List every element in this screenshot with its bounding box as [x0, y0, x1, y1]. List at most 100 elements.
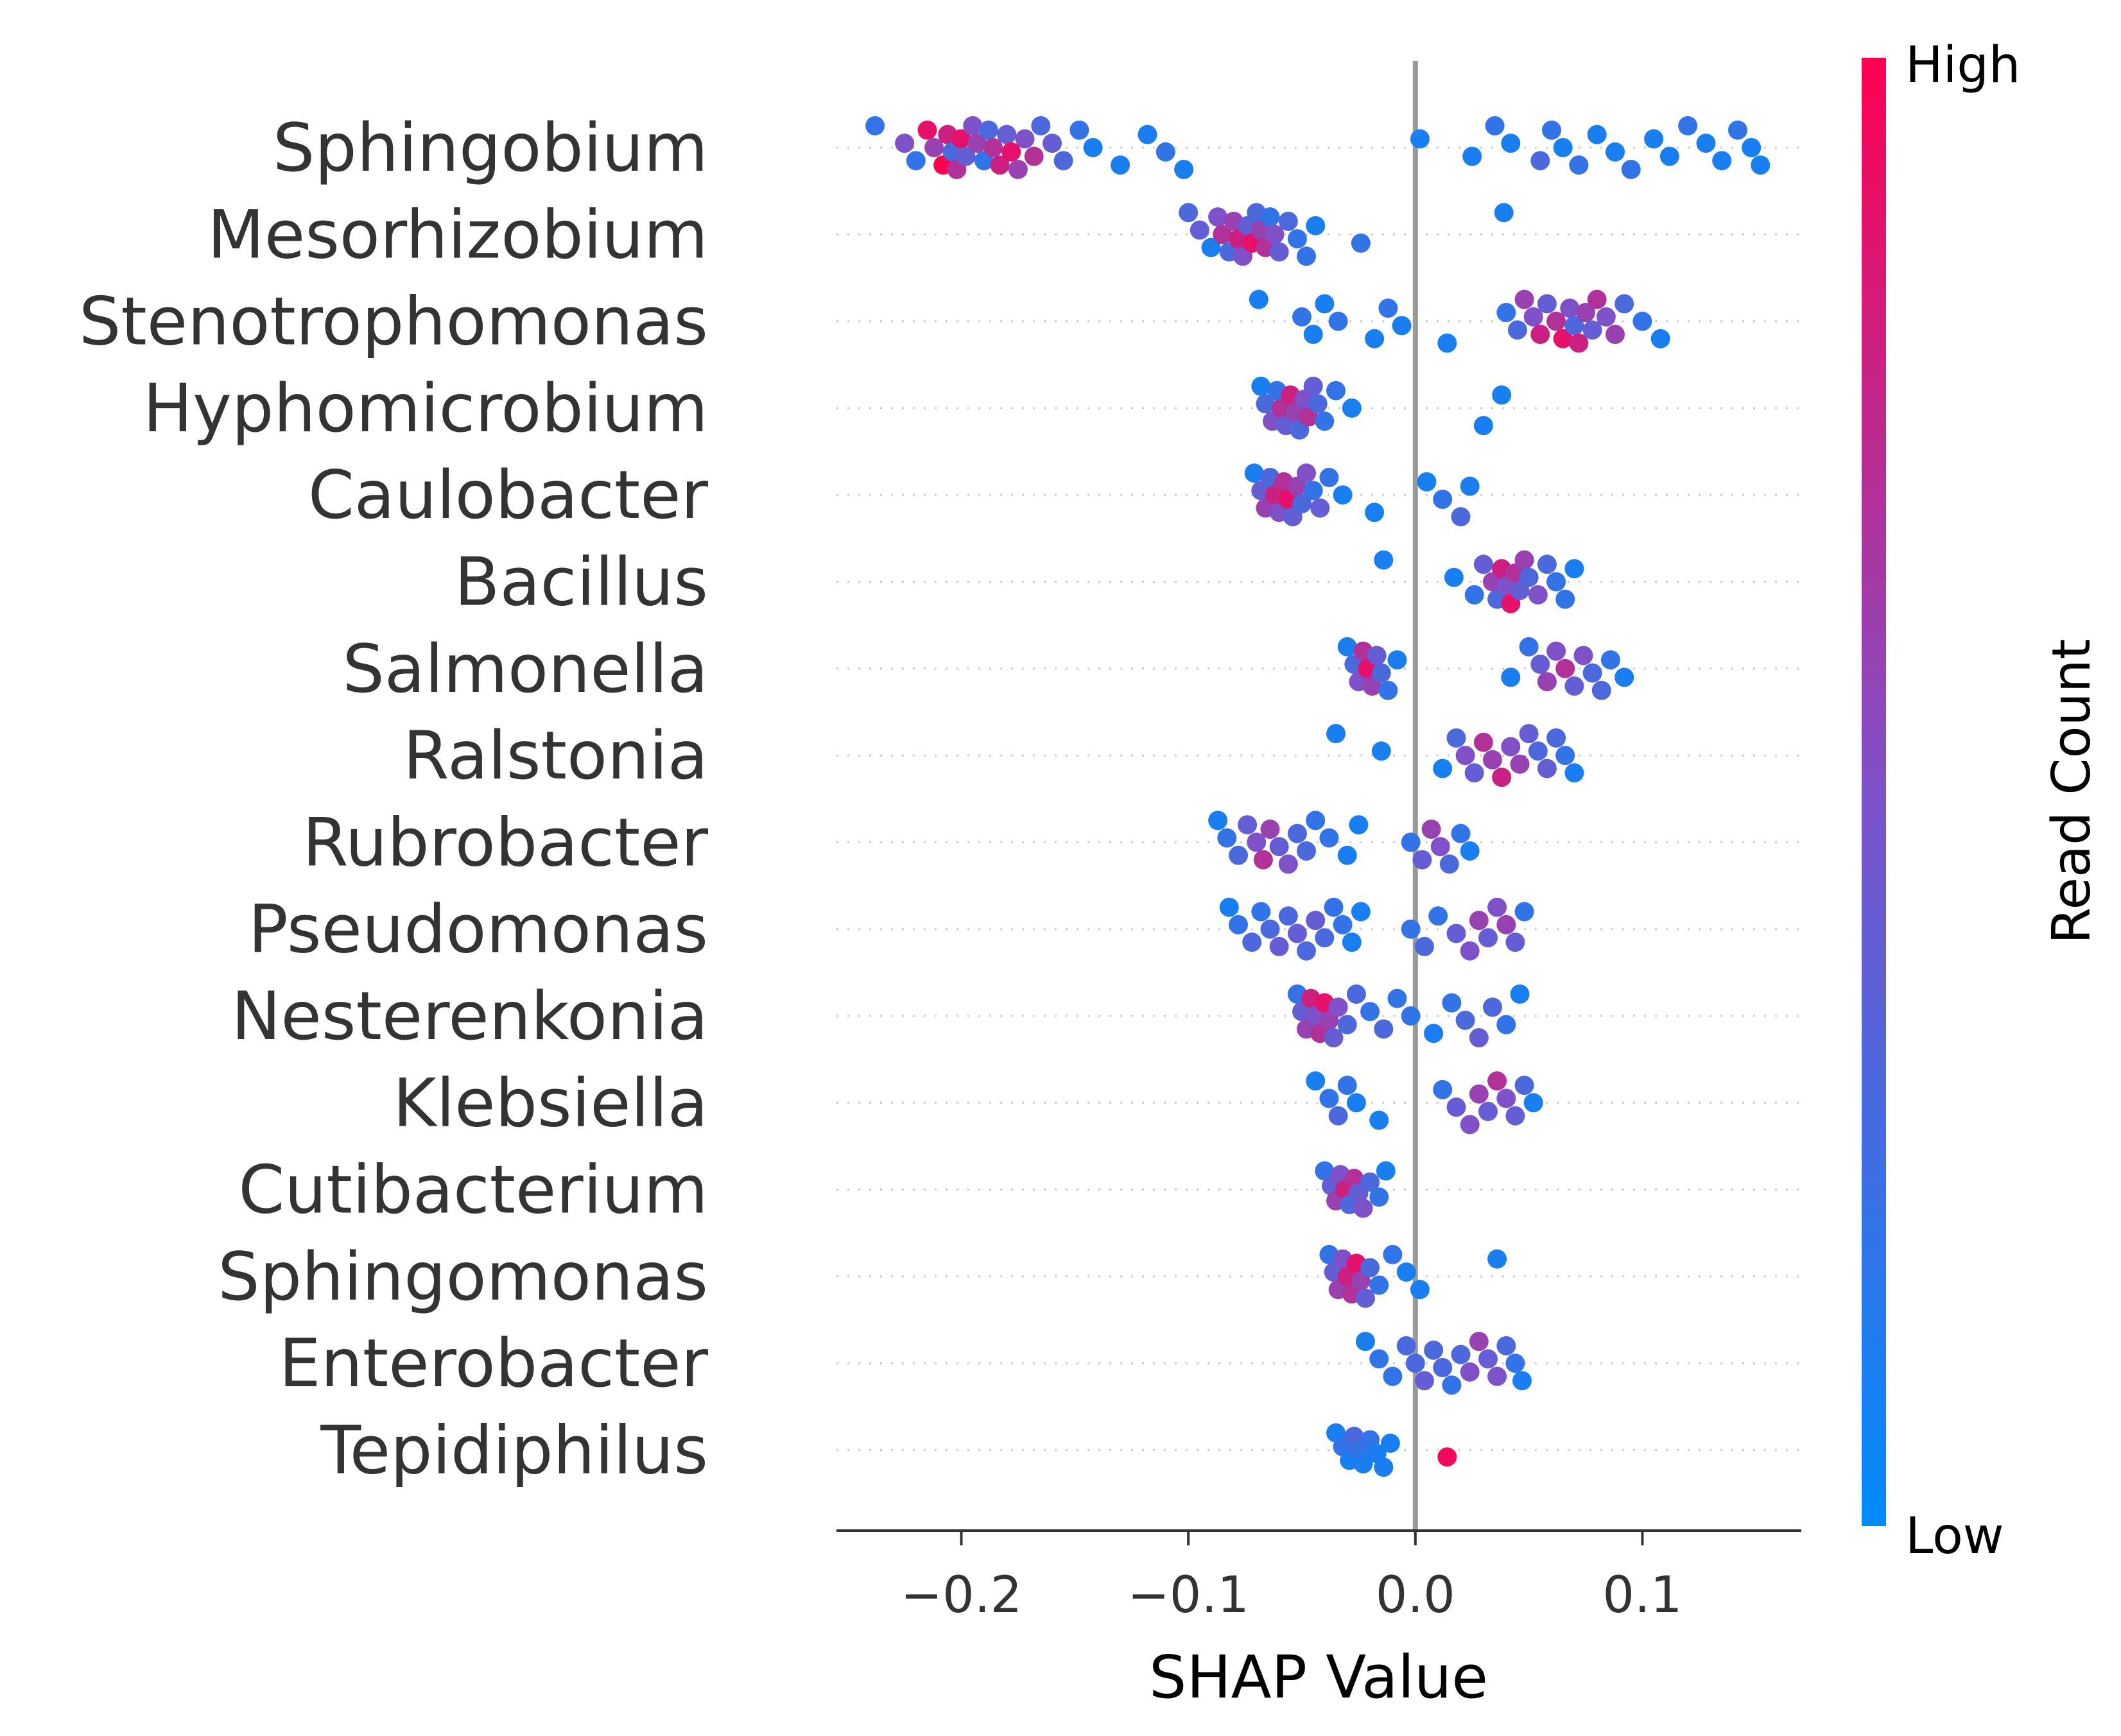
feature-label: Sphingobium	[273, 110, 708, 187]
shap-point	[1451, 507, 1471, 527]
shap-point	[1478, 928, 1498, 948]
shap-point	[1405, 1354, 1425, 1373]
shap-point	[1217, 828, 1237, 848]
shap-point	[1546, 728, 1566, 748]
shap-point	[1519, 637, 1539, 657]
shap-point	[1208, 811, 1228, 830]
shap-point	[1229, 915, 1248, 934]
shap-point	[1319, 1088, 1339, 1108]
shap-point	[1644, 129, 1664, 149]
shap-point	[1401, 919, 1421, 939]
shap-point	[1008, 160, 1028, 179]
shap-point	[1278, 906, 1298, 926]
shap-point	[1396, 1262, 1416, 1282]
shap-point	[1043, 133, 1062, 153]
shap-point	[1460, 1115, 1480, 1135]
shap-point	[1351, 233, 1371, 253]
shap-point	[1387, 650, 1407, 670]
shap-point	[1306, 811, 1326, 830]
shap-point	[1496, 1015, 1516, 1035]
feature-label: Caulobacter	[308, 457, 709, 534]
shap-point	[1383, 1366, 1403, 1386]
shap-point	[1374, 1457, 1394, 1477]
shap-point	[990, 155, 1010, 175]
shap-point	[1439, 854, 1459, 874]
shap-point	[1251, 376, 1271, 396]
shap-point	[1401, 832, 1421, 852]
shap-point	[1473, 416, 1493, 436]
shap-point	[1615, 667, 1634, 687]
shap-point	[1053, 151, 1073, 171]
shap-point	[1446, 728, 1466, 748]
shap-point	[1428, 906, 1448, 926]
shap-point	[1492, 768, 1512, 787]
shap-point	[1376, 1161, 1396, 1181]
shap-point	[1460, 841, 1480, 861]
shap-point	[1555, 746, 1575, 766]
shap-point	[1247, 832, 1267, 852]
shap-point	[1678, 116, 1698, 135]
shap-point	[1414, 1371, 1434, 1391]
shap-point	[1326, 381, 1346, 400]
shap-point	[1328, 311, 1348, 331]
shap-point	[1315, 928, 1335, 948]
shap-point	[1208, 207, 1228, 227]
shap-point	[1365, 329, 1385, 348]
shap-point	[1249, 289, 1268, 309]
shap-point	[1469, 911, 1489, 931]
shap-point	[1306, 911, 1326, 931]
shap-point	[1333, 915, 1353, 934]
shap-point	[1269, 837, 1289, 857]
shap-point	[1528, 741, 1548, 761]
shap-point	[1587, 125, 1607, 144]
shap-point	[978, 120, 998, 140]
shap-point	[1451, 823, 1471, 843]
shap-point	[1315, 1161, 1335, 1181]
colorbar: High Low Read Count	[1862, 37, 2102, 1565]
shap-point	[1464, 585, 1484, 605]
shap-point	[1469, 1332, 1489, 1352]
shap-point	[1501, 667, 1521, 687]
shap-point	[1353, 1198, 1373, 1218]
shap-point	[1344, 1169, 1364, 1189]
x-tick-label: −0.2	[901, 1567, 1022, 1624]
shap-point	[1483, 750, 1502, 769]
shap-point	[1560, 298, 1580, 318]
shap-point	[1514, 1076, 1534, 1096]
shap-point	[967, 133, 987, 153]
shap-point	[1337, 845, 1357, 865]
shap-point	[1478, 1349, 1498, 1369]
shap-point	[1244, 463, 1264, 483]
shap-point	[1306, 1071, 1326, 1091]
shap-point	[1213, 225, 1233, 245]
shap-point	[1473, 554, 1493, 574]
shap-point	[1328, 1106, 1348, 1126]
shap-point	[1387, 988, 1407, 1008]
shap-point	[1519, 724, 1539, 744]
shap-point	[1460, 476, 1480, 496]
shap-point	[1742, 138, 1762, 157]
shap-point	[1473, 732, 1493, 752]
shap-point	[1507, 320, 1527, 340]
shap-point	[1542, 120, 1561, 140]
shap-point	[1417, 472, 1437, 492]
feature-label: Salmonella	[343, 631, 708, 708]
feature-label: Sphingomonas	[218, 1239, 708, 1316]
shap-point	[1342, 398, 1362, 418]
shap-point	[1582, 663, 1602, 683]
shap-point	[1606, 142, 1625, 162]
shap-point	[1455, 1010, 1475, 1030]
shap-point	[963, 116, 983, 135]
shap-point	[1621, 160, 1641, 179]
shap-point	[1424, 1024, 1444, 1044]
shap-point	[1510, 754, 1530, 774]
shap-point	[1369, 1187, 1389, 1207]
shap-point	[1528, 585, 1548, 605]
shap-point	[1437, 1447, 1457, 1467]
shap-point	[1530, 325, 1550, 344]
shap-point	[1573, 646, 1593, 666]
shap-point	[1485, 116, 1505, 135]
shap-point	[1351, 902, 1371, 922]
shap-point	[1514, 902, 1534, 922]
shap-point	[1501, 737, 1521, 757]
